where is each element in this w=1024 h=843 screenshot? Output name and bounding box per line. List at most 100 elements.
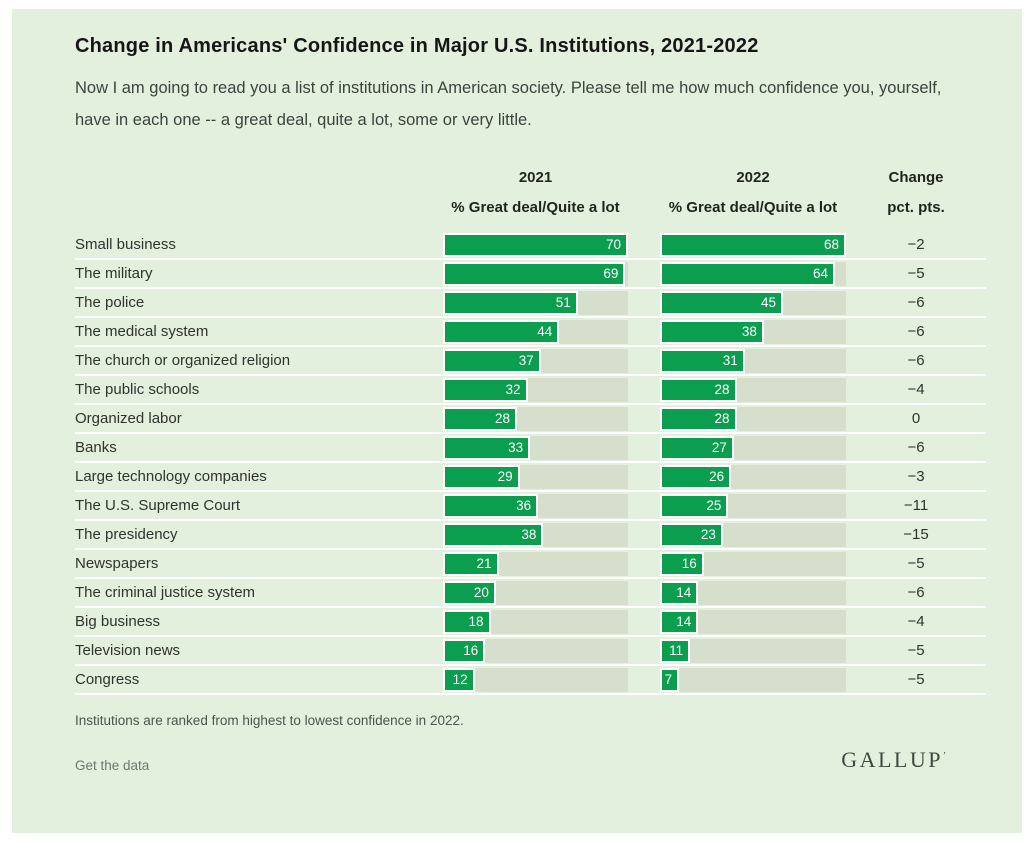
- change-value: −4: [907, 613, 925, 630]
- bar-track-2022: 31: [660, 348, 846, 373]
- confidence-bar-2021: 21: [443, 551, 499, 576]
- table-row: The public schools 32 28 −4: [75, 376, 986, 405]
- bar-track-2021: 33: [443, 435, 628, 460]
- confidence-bar-2022: 16: [660, 551, 704, 576]
- confidence-bar-2021: 18: [443, 609, 491, 634]
- bar-track-2022: 68: [660, 232, 846, 257]
- confidence-bar-2022: 25: [660, 493, 729, 518]
- get-the-data-link[interactable]: Get the data: [75, 758, 150, 773]
- bar-value-2022: 38: [741, 324, 757, 339]
- column-header-2022-year: 2022: [736, 169, 770, 186]
- change-value: −5: [907, 555, 925, 572]
- bar-track-2021: 12: [443, 667, 628, 692]
- table-body: Small business 70 68 −2 The military 69 …: [75, 231, 986, 695]
- bar-value-2021: 18: [468, 614, 484, 629]
- bar-value-2021: 33: [508, 440, 524, 455]
- bar-track-2021: 37: [443, 348, 628, 373]
- change-value: −6: [907, 584, 925, 601]
- gallup-logo: GALLUP’: [841, 747, 946, 773]
- confidence-bar-2022: 64: [660, 261, 836, 286]
- bar-track-2021: 28: [443, 406, 628, 431]
- bar-track-2022: 25: [660, 493, 846, 518]
- bar-value-2021: 29: [497, 469, 513, 484]
- row-label: The public schools: [75, 381, 200, 398]
- change-value: −5: [907, 265, 925, 282]
- table-row: Big business 18 14 −4: [75, 608, 986, 637]
- column-header-2021-year: 2021: [518, 169, 553, 186]
- bar-track-2022: 38: [660, 319, 846, 344]
- confidence-bar-2022: 26: [660, 464, 732, 489]
- bar-track-2021: 51: [443, 290, 628, 315]
- bar-value-2022: 11: [669, 643, 684, 658]
- row-label: The medical system: [75, 323, 209, 340]
- gallup-trademark-mark: ’: [943, 750, 946, 761]
- bar-value-2021: 36: [516, 498, 532, 513]
- confidence-bar-2021: 33: [443, 435, 531, 460]
- bar-value-2021: 12: [452, 672, 468, 687]
- confidence-bar-2022: 31: [660, 348, 745, 373]
- confidence-bar-2022: 28: [660, 406, 737, 431]
- row-label: The military: [75, 265, 153, 282]
- confidence-bar-2022: 28: [660, 377, 737, 402]
- bar-value-2022: 7: [664, 672, 673, 687]
- change-value: −3: [907, 468, 925, 485]
- table-row: Banks 33 27 −6: [75, 434, 986, 463]
- confidence-bar-2021: 16: [443, 638, 486, 663]
- bar-value-2022: 28: [714, 382, 730, 397]
- gallup-logo-text: GALLUP: [841, 747, 943, 772]
- confidence-bar-2021: 69: [443, 261, 626, 286]
- change-value: −5: [907, 642, 925, 659]
- column-header-change: Change: [888, 169, 944, 186]
- confidence-bar-2021: 44: [443, 319, 560, 344]
- change-value: −15: [903, 526, 929, 543]
- chart-subtitle: Now I am going to read you a list of ins…: [75, 79, 942, 129]
- confidence-bar-2021: 20: [443, 580, 496, 605]
- change-value: −6: [907, 439, 925, 456]
- bar-track-2021: 18: [443, 609, 628, 634]
- chart-title: Change in Americans' Confidence in Major…: [75, 35, 759, 57]
- change-value: 0: [911, 410, 921, 427]
- row-label: Large technology companies: [75, 468, 267, 485]
- bar-value-2021: 21: [476, 556, 492, 571]
- chart-card: Change in Americans' Confidence in Major…: [12, 9, 1022, 833]
- column-header-2022-measure: % Great deal/Quite a lot: [668, 199, 838, 216]
- row-label: Organized labor: [75, 410, 182, 427]
- table-row: Small business 70 68 −2: [75, 231, 986, 260]
- bar-track-2021: 20: [443, 580, 628, 605]
- bar-track-2021: 16: [443, 638, 628, 663]
- bar-value-2022: 64: [813, 266, 829, 281]
- bar-track-2022: 7: [660, 667, 846, 692]
- confidence-bar-2021: 51: [443, 290, 578, 315]
- confidence-bar-2021: 37: [443, 348, 541, 373]
- row-label: Banks: [75, 439, 117, 456]
- confidence-bar-2022: 45: [660, 290, 784, 315]
- row-label: Television news: [75, 642, 181, 659]
- bar-value-2021: 70: [605, 237, 621, 252]
- bar-track-2022: 23: [660, 522, 846, 547]
- bar-track-2022: 11: [660, 638, 846, 663]
- bar-value-2021: 38: [521, 527, 537, 542]
- bar-value-2022: 16: [681, 556, 697, 571]
- row-label: The criminal justice system: [75, 584, 256, 601]
- confidence-bar-2022: 14: [660, 580, 699, 605]
- bar-value-2022: 14: [676, 614, 692, 629]
- table-row: Television news 16 11 −5: [75, 637, 986, 666]
- table-row: Newspapers 21 16 −5: [75, 550, 986, 579]
- table-row: The church or organized religion 37 31 −…: [75, 347, 986, 376]
- bar-value-2021: 32: [505, 382, 521, 397]
- bar-value-2022: 28: [714, 411, 730, 426]
- bar-value-2022: 14: [676, 585, 692, 600]
- bar-track-2021: 38: [443, 522, 628, 547]
- change-value: −6: [907, 323, 925, 340]
- confidence-bar-2021: 32: [443, 377, 528, 402]
- table-row: Organized labor 28 28 0: [75, 405, 986, 434]
- table-header: 2021 2022 Change % Great deal/Quite a lo…: [75, 169, 986, 216]
- bar-value-2022: 68: [823, 237, 839, 252]
- table-row: Large technology companies 29 26 −3: [75, 463, 986, 492]
- table-row: The U.S. Supreme Court 36 25 −11: [75, 492, 986, 521]
- bar-track-2022: 45: [660, 290, 846, 315]
- bar-track-2022: 14: [660, 580, 846, 605]
- row-label: The presidency: [75, 526, 178, 543]
- confidence-bar-2021: 38: [443, 522, 544, 547]
